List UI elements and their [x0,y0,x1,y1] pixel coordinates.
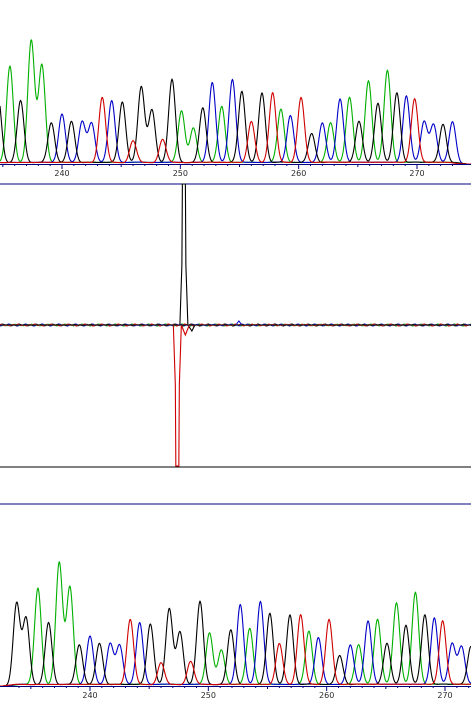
x-tick-label-bottom: 240 [82,691,97,700]
trace-G-top [0,78,471,165]
difference-panel [0,183,471,467]
x-tick-label-top: 240 [54,169,69,178]
bottom-chromatogram-panel: 240 250 260 270 [0,561,471,700]
difference-spike-up [179,183,196,333]
x-tick-label-top: 250 [173,169,188,178]
difference-spike-down [172,324,190,467]
x-tick-label-top: 260 [291,169,306,178]
x-tick-label-bottom: 260 [319,691,334,700]
top-chromatogram-panel: 240 250 260 270 [0,39,471,178]
x-tick-label-top: 270 [409,169,424,178]
trace-G-bottom [0,600,471,687]
x-tick-label-bottom: 270 [437,691,452,700]
x-tick-label-bottom: 250 [201,691,216,700]
trace-T-top [0,91,471,165]
difference-blue-bump [235,320,243,326]
trace-T-bottom [0,613,471,687]
